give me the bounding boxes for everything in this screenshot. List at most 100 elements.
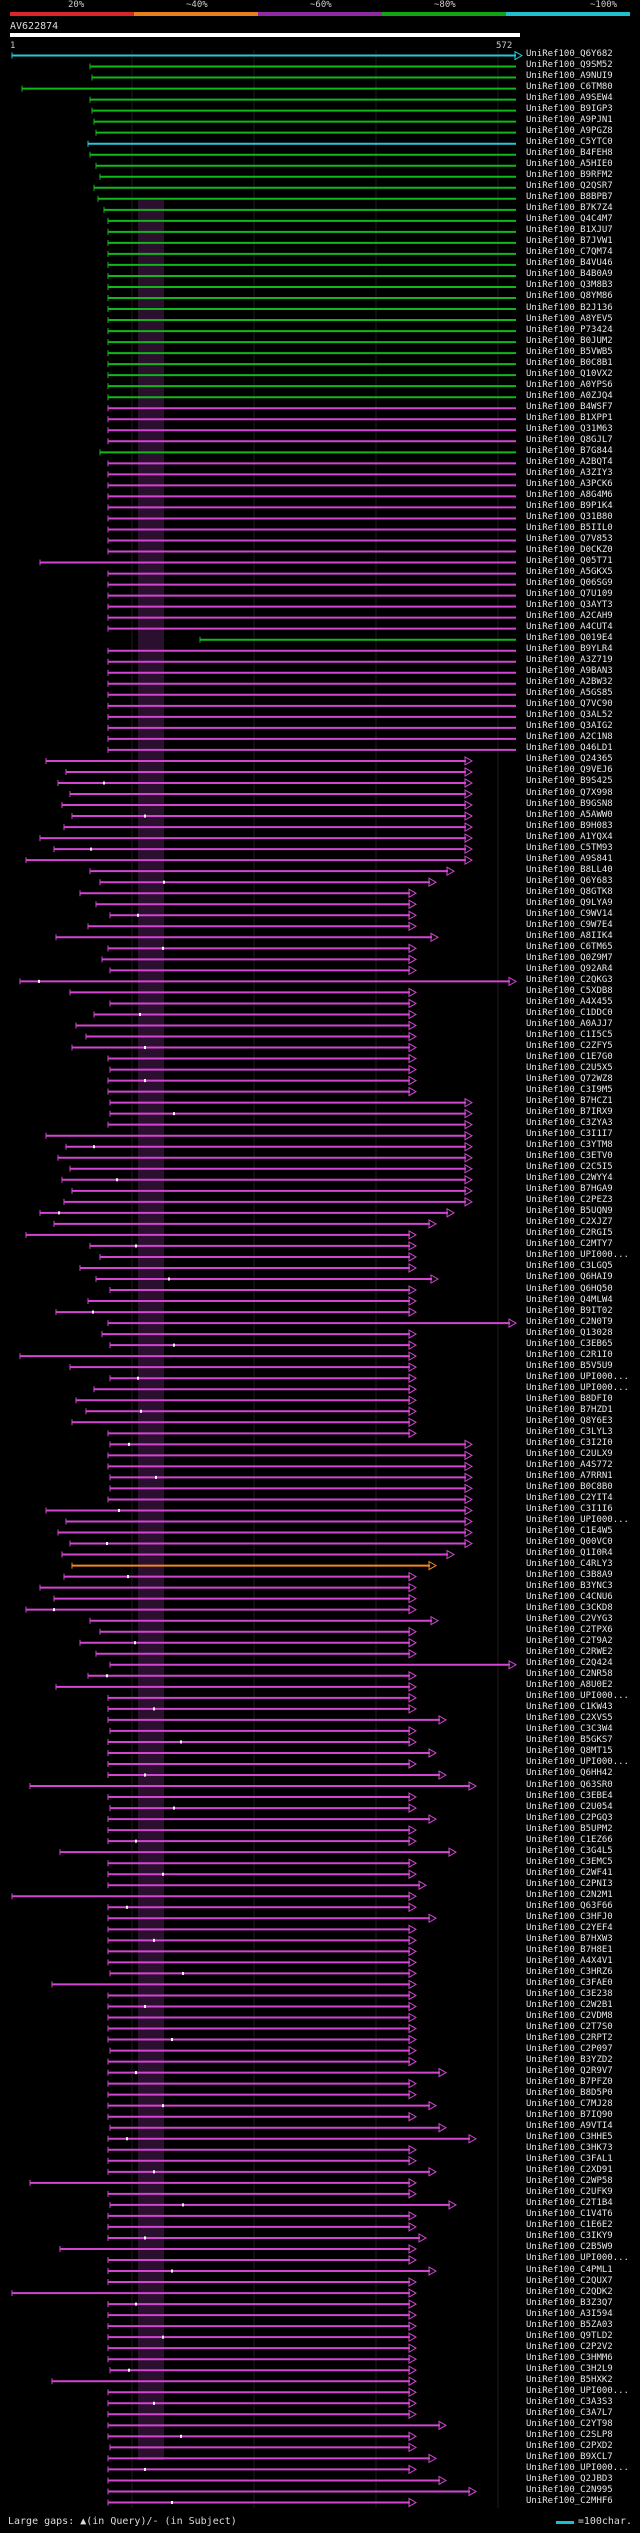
hit-label[interactable]: UniRef100_B8DFI0 [526, 1393, 613, 1404]
hit-label[interactable]: UniRef100_B0C8B0 [526, 1481, 613, 1492]
hit-label[interactable]: UniRef100_C2UFK9 [526, 2187, 613, 2198]
hit-label[interactable]: UniRef100_Q3AYT3 [526, 600, 613, 611]
hit-label[interactable]: UniRef100_A5HIE0 [526, 159, 613, 170]
hit-label[interactable]: UniRef100_UPI000... [526, 1514, 629, 1525]
hit-label[interactable]: UniRef100_Q0Z9M7 [526, 952, 613, 963]
hit-label[interactable]: UniRef100_A9NUI9 [526, 71, 613, 82]
hit-label[interactable]: UniRef100_A2BW32 [526, 677, 613, 688]
hit-label[interactable]: UniRef100_Q00VC0 [526, 1537, 613, 1548]
hit-label[interactable]: UniRef100_C4PML1 [526, 2264, 613, 2275]
hit-label[interactable]: UniRef100_B3YNC3 [526, 1581, 613, 1592]
hit-label[interactable]: UniRef100_C2YEF4 [526, 1922, 613, 1933]
hit-label[interactable]: UniRef100_Q92AR4 [526, 963, 613, 974]
hit-label[interactable]: UniRef100_Q1I0R4 [526, 1548, 613, 1559]
hit-label[interactable]: UniRef100_C2MHF6 [526, 2495, 613, 2506]
hit-label[interactable]: UniRef100_Q46LD1 [526, 743, 613, 754]
hit-label[interactable]: UniRef100_C2QUX7 [526, 2275, 613, 2286]
hit-label[interactable]: UniRef100_Q6Y683 [526, 875, 613, 886]
hit-label[interactable]: UniRef100_C3G4L5 [526, 1845, 613, 1856]
hit-label[interactable]: UniRef100_C2XJZ7 [526, 1217, 613, 1228]
hit-label[interactable]: UniRef100_C2P097 [526, 2044, 613, 2055]
hit-label[interactable]: UniRef100_Q9LYA9 [526, 897, 613, 908]
hit-label[interactable]: UniRef100_A8G4M6 [526, 489, 613, 500]
hit-label[interactable]: UniRef100_B7K7Z4 [526, 203, 613, 214]
hit-label[interactable]: UniRef100_B5UPM2 [526, 1823, 613, 1834]
hit-label[interactable]: UniRef100_Q63F66 [526, 1900, 613, 1911]
hit-label[interactable]: UniRef100_C2XD91 [526, 2165, 613, 2176]
hit-label[interactable]: UniRef100_C6TM80 [526, 82, 613, 93]
hit-label[interactable]: UniRef100_C2PEZ3 [526, 1195, 613, 1206]
hit-label[interactable]: UniRef100_C2RWE2 [526, 1647, 613, 1658]
hit-label[interactable]: UniRef100_B9IGP3 [526, 104, 613, 115]
hit-label[interactable]: UniRef100_UPI000... [526, 1250, 629, 1261]
hit-label[interactable]: UniRef100_B9H083 [526, 820, 613, 831]
hit-label[interactable]: UniRef100_C2P2V2 [526, 2341, 613, 2352]
hit-label[interactable]: UniRef100_C2N995 [526, 2484, 613, 2495]
hit-label[interactable]: UniRef100_C5YTC0 [526, 137, 613, 148]
hit-label[interactable]: UniRef100_C3ZYA3 [526, 1118, 613, 1129]
hit-label[interactable]: UniRef100_C2B5W9 [526, 2242, 613, 2253]
hit-label[interactable]: UniRef100_C2PNI3 [526, 1878, 613, 1889]
hit-label[interactable]: UniRef100_B5VWB5 [526, 346, 613, 357]
hit-label[interactable]: UniRef100_C3LYL3 [526, 1426, 613, 1437]
hit-label[interactable]: UniRef100_C2W2B1 [526, 1999, 613, 2010]
hit-label[interactable]: UniRef100_UPI000... [526, 1371, 629, 1382]
hit-label[interactable]: UniRef100_C7QM74 [526, 247, 613, 258]
hit-label[interactable]: UniRef100_A9S841 [526, 853, 613, 864]
hit-label[interactable]: UniRef100_C5TM93 [526, 842, 613, 853]
hit-label[interactable]: UniRef100_A8IIK4 [526, 930, 613, 941]
hit-label[interactable]: UniRef100_A4CUT4 [526, 622, 613, 633]
hit-label[interactable]: UniRef100_B8BPB7 [526, 192, 613, 203]
hit-label[interactable]: UniRef100_C3YTM8 [526, 1140, 613, 1151]
hit-label[interactable]: UniRef100_B9RFM2 [526, 170, 613, 181]
hit-label[interactable]: UniRef100_Q019E4 [526, 633, 613, 644]
hit-label[interactable]: UniRef100_C9W7E4 [526, 919, 613, 930]
hit-label[interactable]: UniRef100_C2ULX9 [526, 1448, 613, 1459]
hit-label[interactable]: UniRef100_Q31M63 [526, 423, 613, 434]
hit-label[interactable]: UniRef100_C9WV14 [526, 908, 613, 919]
hit-label[interactable]: UniRef100_A3Z719 [526, 655, 613, 666]
hit-label[interactable]: UniRef100_C2QKG3 [526, 974, 613, 985]
hit-label[interactable]: UniRef100_C3I2I0 [526, 1437, 613, 1448]
hit-label[interactable]: UniRef100_B9IT02 [526, 1305, 613, 1316]
hit-label[interactable]: UniRef100_C1KW43 [526, 1702, 613, 1713]
hit-label[interactable]: UniRef100_B1XJU7 [526, 225, 613, 236]
hit-label[interactable]: UniRef100_B7H8E1 [526, 1944, 613, 1955]
hit-label[interactable]: UniRef100_B0JUM2 [526, 335, 613, 346]
hit-label[interactable]: UniRef100_Q31B80 [526, 511, 613, 522]
hit-label[interactable]: UniRef100_Q7VC90 [526, 699, 613, 710]
hit-label[interactable]: UniRef100_C2YT98 [526, 2418, 613, 2429]
hit-label[interactable]: UniRef100_C3EB65 [526, 1338, 613, 1349]
hit-label[interactable]: UniRef100_C2T9A2 [526, 1636, 613, 1647]
hit-label[interactable]: UniRef100_Q8YM86 [526, 291, 613, 302]
hit-label[interactable]: UniRef100_Q6HH42 [526, 1768, 613, 1779]
hit-label[interactable]: UniRef100_C2ZFY5 [526, 1041, 613, 1052]
hit-label[interactable]: UniRef100_C2MTY7 [526, 1239, 613, 1250]
hit-label[interactable]: UniRef100_B7IRX9 [526, 1107, 613, 1118]
hit-label[interactable]: UniRef100_UPI000... [526, 1691, 629, 1702]
hit-label[interactable]: UniRef100_C1V4T6 [526, 2209, 613, 2220]
hit-label[interactable]: UniRef100_C3FAL1 [526, 2154, 613, 2165]
hit-label[interactable]: UniRef100_C2QDK2 [526, 2286, 613, 2297]
hit-label[interactable]: UniRef100_A0ZJQ4 [526, 390, 613, 401]
hit-label[interactable]: UniRef100_B5UQN9 [526, 1206, 613, 1217]
hit-label[interactable]: UniRef100_Q9SM52 [526, 60, 613, 71]
hit-label[interactable]: UniRef100_C3I9M5 [526, 1085, 613, 1096]
hit-label[interactable]: UniRef100_B5HXK2 [526, 2374, 613, 2385]
hit-label[interactable]: UniRef100_B4VU46 [526, 258, 613, 269]
hit-label[interactable]: UniRef100_B5V5U9 [526, 1360, 613, 1371]
hit-label[interactable]: UniRef100_A3I594 [526, 2308, 613, 2319]
hit-label[interactable]: UniRef100_C3I1I6 [526, 1503, 613, 1514]
hit-label[interactable]: UniRef100_Q8GJL7 [526, 434, 613, 445]
hit-label[interactable]: UniRef100_B9XCL7 [526, 2451, 613, 2462]
hit-label[interactable]: UniRef100_C2N2M1 [526, 1889, 613, 1900]
hit-label[interactable]: UniRef100_C2RGI5 [526, 1228, 613, 1239]
hit-label[interactable]: UniRef100_C2NR58 [526, 1669, 613, 1680]
hit-label[interactable]: UniRef100_C2T7S0 [526, 2022, 613, 2032]
hit-label[interactable]: UniRef100_Q10VX2 [526, 368, 613, 379]
hit-label[interactable]: UniRef100_C1E7G0 [526, 1052, 613, 1063]
hit-label[interactable]: UniRef100_A0YPS6 [526, 379, 613, 390]
hit-label[interactable]: UniRef100_C3IKY9 [526, 2231, 613, 2242]
hit-label[interactable]: UniRef100_Q3M8B3 [526, 280, 613, 291]
hit-label[interactable]: UniRef100_C2C5I5 [526, 1162, 613, 1173]
